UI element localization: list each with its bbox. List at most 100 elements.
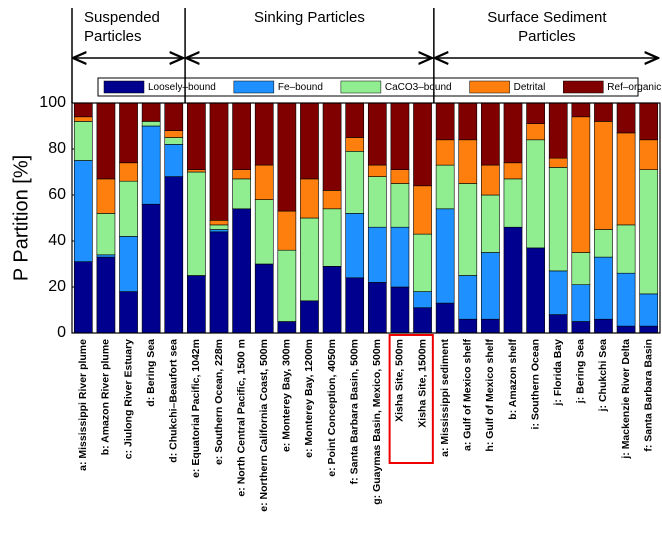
bar-segment bbox=[435, 208, 455, 304]
x-tick-label: e: North Central Pacific, 1500 m bbox=[235, 339, 247, 497]
bar-segment bbox=[435, 139, 455, 166]
section-label: Sinking Particles bbox=[254, 9, 365, 26]
bar-segment bbox=[119, 180, 138, 237]
x-tick-label: b: Amazon shelf bbox=[507, 339, 519, 420]
bar-segment bbox=[164, 176, 184, 334]
bar-segment bbox=[345, 137, 365, 152]
bar-segment bbox=[390, 183, 410, 228]
legend-label: Ref–organic bbox=[607, 82, 661, 93]
y-tick-label: 40 bbox=[48, 232, 66, 249]
bar-segment bbox=[209, 102, 229, 221]
bar-segment bbox=[73, 261, 93, 334]
x-tick-label: e: Equatorial Pacific, 1042m bbox=[190, 339, 202, 478]
y-axis-label: P Partition [%] bbox=[10, 155, 32, 281]
x-tick-label: j: Bering Sea bbox=[575, 339, 587, 404]
bar-segment bbox=[232, 102, 251, 170]
bar-segment bbox=[616, 132, 636, 226]
bar-segment bbox=[164, 130, 184, 138]
bar-segment bbox=[458, 183, 478, 276]
bar-segment bbox=[141, 121, 161, 127]
bar-segment bbox=[164, 102, 184, 131]
bar-segment bbox=[367, 102, 387, 166]
bar-segment bbox=[300, 178, 319, 219]
y-tick-label: 80 bbox=[48, 140, 66, 157]
section-label: Particles bbox=[518, 28, 576, 45]
bar-segment bbox=[390, 226, 410, 288]
bar-segment bbox=[548, 157, 568, 168]
bar-segment bbox=[548, 270, 568, 315]
bar-segment bbox=[435, 164, 455, 210]
bar-segment bbox=[209, 224, 229, 230]
section-label: Particles bbox=[84, 28, 142, 45]
plot-frame bbox=[71, 102, 661, 334]
bar-segment bbox=[345, 213, 365, 279]
x-tick-label: b: Amazon River plume bbox=[100, 339, 112, 455]
legend-swatch bbox=[469, 80, 510, 94]
bar-segment bbox=[254, 199, 274, 265]
bar-segment bbox=[526, 102, 545, 125]
bar-segment bbox=[594, 318, 613, 334]
bar-segment bbox=[435, 302, 455, 334]
bar-segment bbox=[639, 169, 659, 295]
bar-segment bbox=[571, 116, 591, 253]
x-tick-label: e: Point Conception, 4050m bbox=[326, 339, 338, 477]
bar-segment bbox=[322, 102, 342, 191]
bar-segment bbox=[187, 275, 206, 334]
legend-label: Fe–bound bbox=[278, 82, 323, 93]
bar-segment bbox=[413, 185, 432, 235]
bar-segment bbox=[526, 123, 545, 141]
bar-segment bbox=[254, 164, 274, 200]
bar-segment bbox=[413, 102, 432, 187]
bar-segment bbox=[322, 190, 342, 210]
x-tick-label: e: Northern California Coast, 500m bbox=[258, 339, 270, 512]
legend-label: Detrital bbox=[514, 82, 546, 93]
x-tick-label: d: Chukchi–Beaufort sea bbox=[168, 339, 180, 463]
bar-segment bbox=[209, 220, 229, 226]
bar-segment bbox=[571, 252, 591, 286]
bar-segment bbox=[458, 275, 478, 320]
bar-segment bbox=[345, 151, 365, 214]
bar-segment bbox=[548, 314, 568, 334]
y-tick-label: 20 bbox=[48, 278, 66, 295]
bar-segment bbox=[594, 229, 613, 258]
bar-segment bbox=[639, 139, 659, 171]
bar-segment bbox=[458, 102, 478, 141]
bar-segment bbox=[367, 176, 387, 228]
bar-segment bbox=[277, 210, 297, 251]
bar-segment bbox=[594, 102, 613, 122]
bar-segment bbox=[616, 272, 636, 327]
x-tick-label: e: Monterey Bay, 1200m bbox=[303, 339, 315, 458]
bar-segment bbox=[141, 125, 161, 205]
bar-segment bbox=[73, 116, 93, 122]
bar-segment bbox=[616, 224, 636, 274]
bar-segment bbox=[73, 102, 93, 118]
bar-segment bbox=[413, 307, 432, 334]
bar-segment bbox=[481, 164, 500, 196]
bar-segment bbox=[548, 102, 568, 159]
x-tick-label: d: Bering Sea bbox=[145, 339, 157, 407]
bar-segment bbox=[232, 178, 251, 210]
bar-segment bbox=[119, 291, 138, 334]
bar-segment bbox=[571, 102, 591, 118]
x-tick-label: c: Jiulong River Estuary bbox=[122, 339, 134, 459]
x-tick-label: a: Mississippi River plume bbox=[77, 339, 89, 471]
bar-segment bbox=[277, 102, 297, 212]
bar-segment bbox=[209, 231, 229, 334]
bar-segment bbox=[639, 293, 659, 327]
bar-segment bbox=[187, 169, 206, 173]
bar-segment bbox=[367, 226, 387, 283]
bar-segment bbox=[481, 194, 500, 253]
legend-swatch bbox=[563, 80, 604, 94]
x-tick-label: g: Guaymas Basin, Mexico, 500m bbox=[371, 339, 383, 505]
bar-segment bbox=[390, 102, 410, 170]
bar-segment bbox=[141, 203, 161, 334]
y-tick-label: 60 bbox=[48, 186, 66, 203]
bar-segment bbox=[616, 102, 636, 134]
bar-segment bbox=[209, 229, 229, 233]
highlight-box bbox=[388, 334, 434, 464]
bar-segment bbox=[96, 178, 116, 214]
section-label: Suspended bbox=[84, 9, 160, 26]
bar-segment bbox=[458, 318, 478, 334]
bar-segment bbox=[367, 282, 387, 334]
bar-segment bbox=[571, 284, 591, 322]
